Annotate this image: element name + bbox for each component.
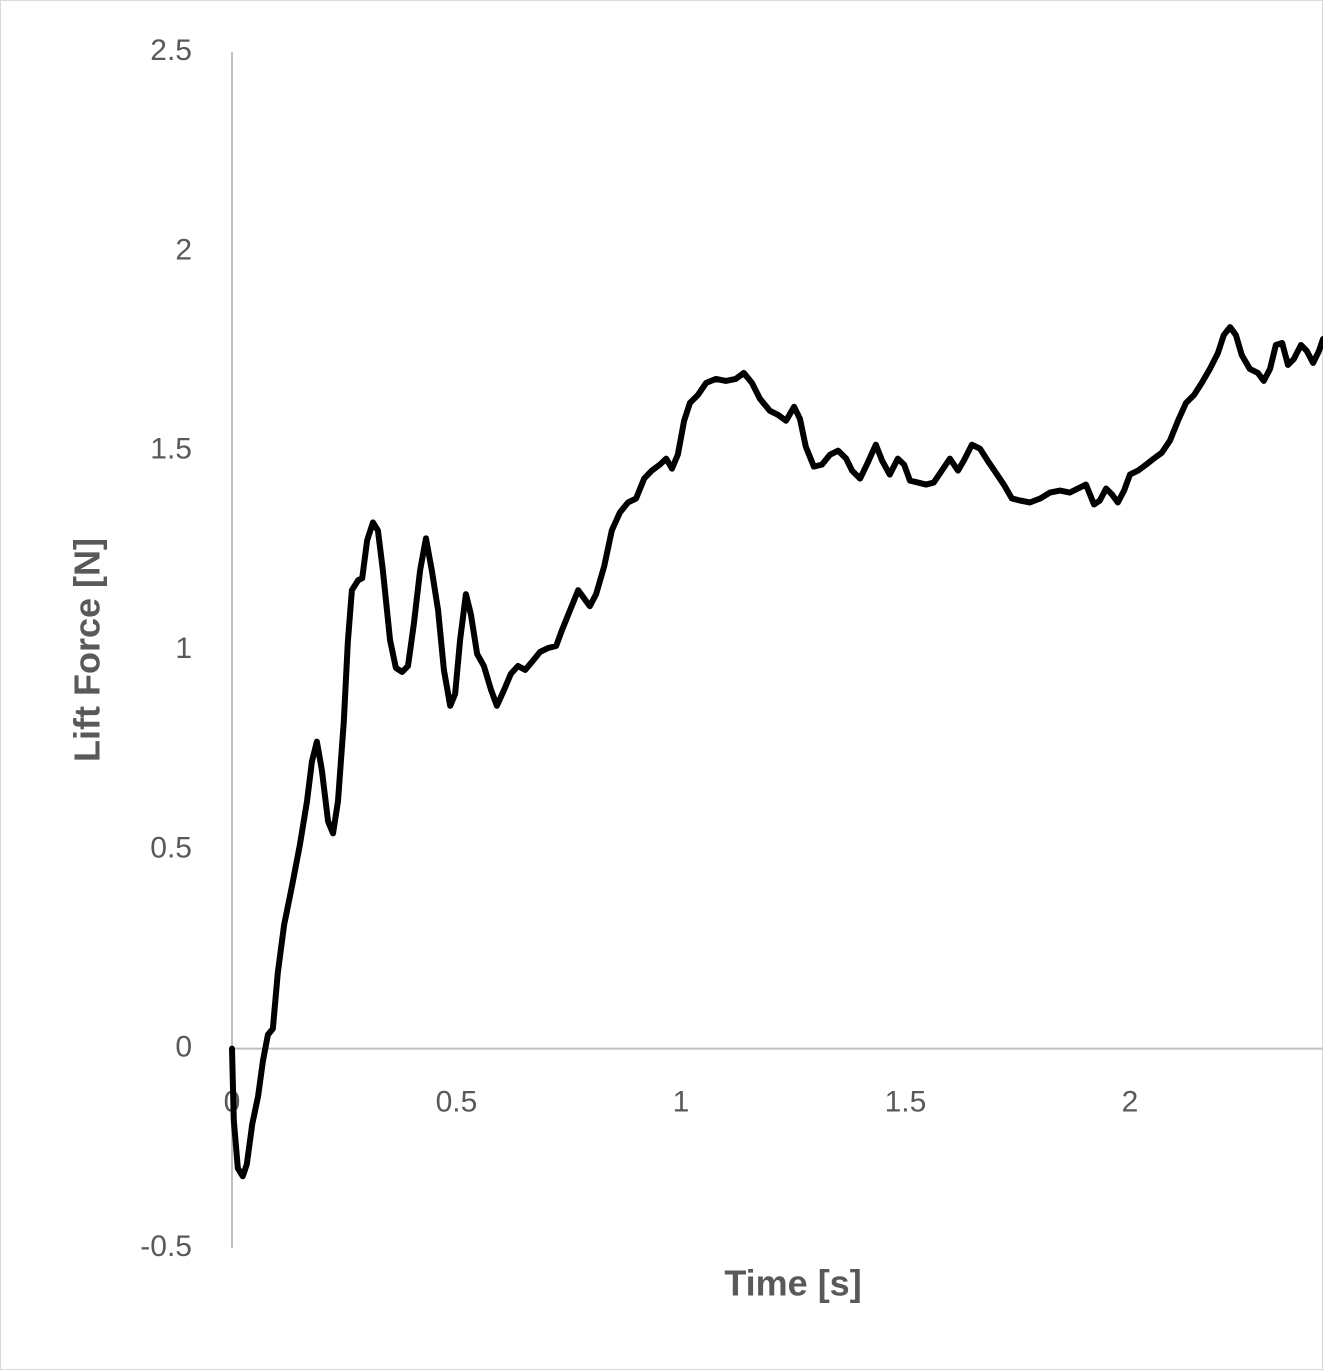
x-tick-label: 1 (673, 1086, 690, 1119)
y-axis-title: Lift Force [N] (67, 538, 108, 762)
y-tick-label: 2 (175, 233, 192, 266)
y-tick-label: 0 (175, 1031, 192, 1064)
x-tick-label: 2 (1122, 1086, 1139, 1119)
y-tick-label: -0.5 (140, 1230, 192, 1263)
y-tick-label: 2.5 (150, 34, 192, 67)
y-tick-label: 1 (175, 632, 192, 665)
x-tick-label: 0.5 (436, 1086, 478, 1119)
data-line (229, 324, 1323, 1180)
x-axis-title: Time [s] (724, 1263, 861, 1304)
y-tick-label: 0.5 (150, 831, 192, 864)
x-tick-label: 1.5 (885, 1086, 927, 1119)
y-tick-label: 1.5 (150, 433, 192, 466)
